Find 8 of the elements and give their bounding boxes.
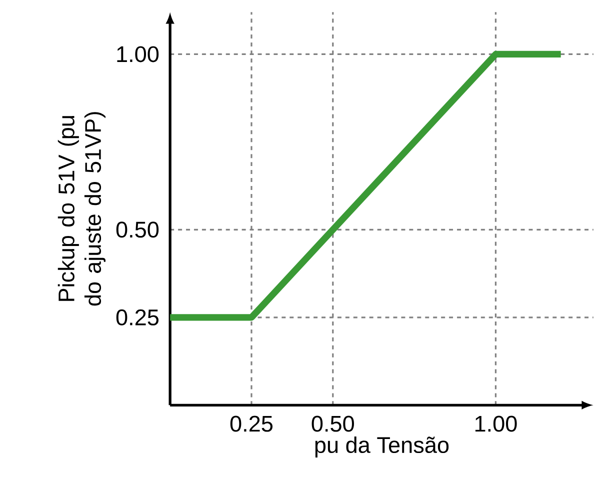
y-tick-label: 1.00 bbox=[117, 46, 159, 62]
y-axis-title: Pickup do 51V (pu do ajuste do 51VP) bbox=[58, 112, 106, 306]
x-tick-label: 1.00 bbox=[475, 416, 517, 432]
x-tick-label: 0.50 bbox=[312, 416, 354, 432]
x-axis-title: pu da Tensão bbox=[315, 436, 449, 458]
y-tick-label: 0.50 bbox=[116, 222, 159, 238]
x-tick-label: 0.25 bbox=[230, 416, 273, 432]
y-tick-label: 0.25 bbox=[116, 309, 158, 326]
